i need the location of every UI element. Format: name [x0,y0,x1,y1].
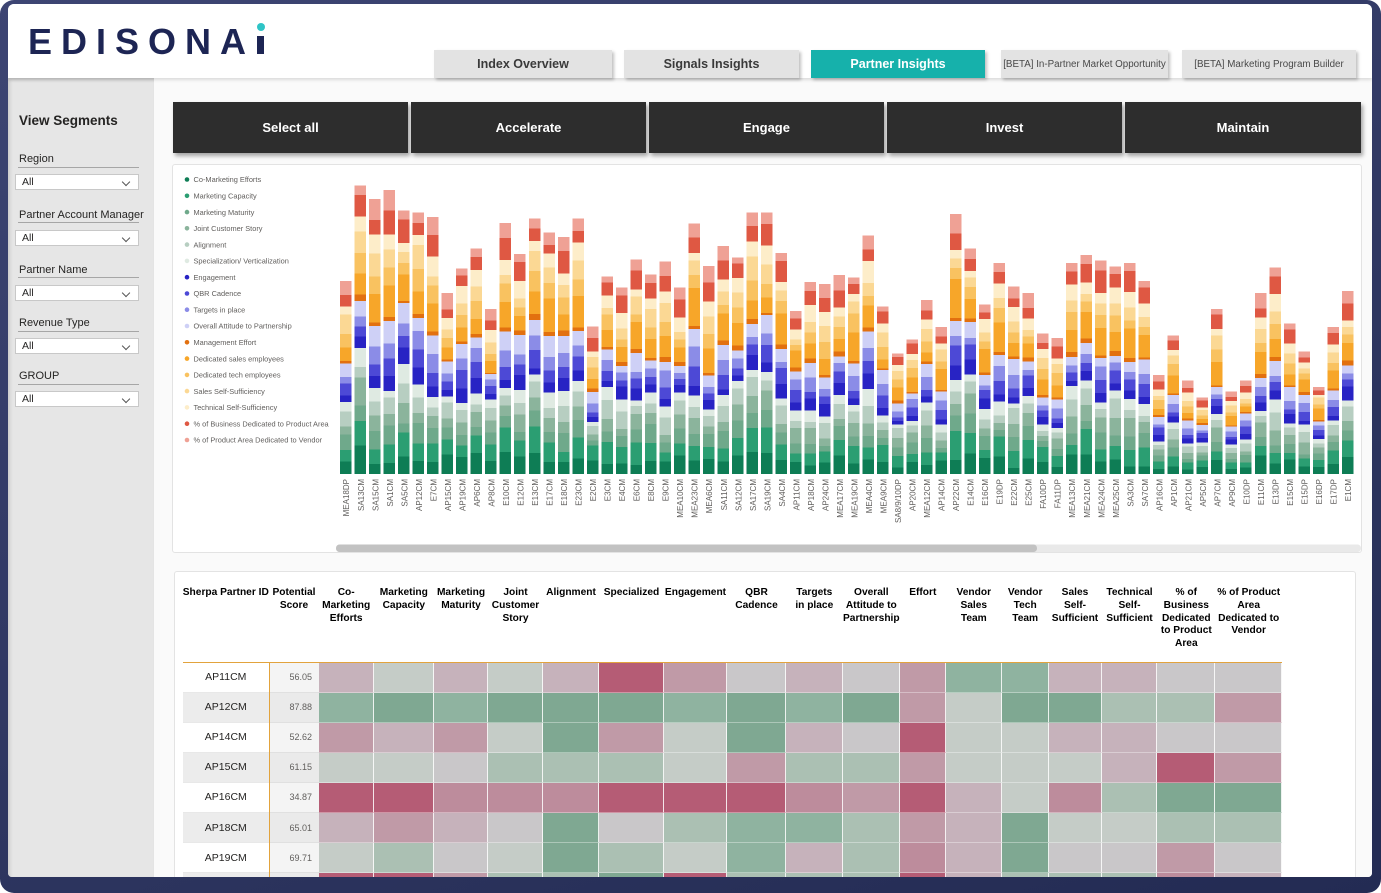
svg-text:SA12CM: SA12CM [734,479,743,511]
svg-text:Sales Self-Sufficiency: Sales Self-Sufficiency [194,387,266,396]
svg-text:E12CM: E12CM [517,479,526,506]
svg-text:E17DP: E17DP [1330,479,1339,504]
svg-text:Marketing Maturity: Marketing Maturity [194,208,255,217]
svg-text:Management Effort: Management Effort [194,338,257,347]
svg-text:AP21CM: AP21CM [1184,479,1193,511]
svg-text:SA5CM: SA5CM [400,479,409,507]
svg-text:MEA25CM: MEA25CM [1112,479,1121,518]
svg-text:E14CM: E14CM [967,479,976,506]
svg-text:E22CM: E22CM [1010,479,1019,506]
svg-text:SA8/9/10DP: SA8/9/10DP [894,479,903,523]
svg-text:E15CM: E15CM [1286,479,1295,506]
svg-text:E19DP: E19DP [996,479,1005,504]
svg-text:E17CM: E17CM [546,479,555,506]
svg-text:% of Business Dedicated to Pro: % of Business Dedicated to Product Area [194,419,330,428]
svg-text:MEA24CM: MEA24CM [1097,479,1106,518]
svg-text:AP9CM: AP9CM [1228,479,1237,507]
svg-text:MEA12CM: MEA12CM [923,479,932,518]
svg-text:E9CM: E9CM [662,479,671,502]
svg-text:E15DP: E15DP [1301,479,1310,504]
svg-text:AP15CM: AP15CM [444,479,453,511]
svg-text:AP18CM: AP18CM [807,479,816,511]
svg-text:MEA17CM: MEA17CM [836,479,845,518]
svg-text:AP11CM: AP11CM [792,479,801,511]
svg-text:Targets in place: Targets in place [194,305,246,314]
svg-text:E16CM: E16CM [981,479,990,506]
svg-text:AP16CM: AP16CM [1155,479,1164,511]
svg-text:AP19CM: AP19CM [458,479,467,511]
svg-text:AP14CM: AP14CM [938,479,947,511]
svg-text:E3CM: E3CM [604,479,613,502]
svg-text:MEA4CM: MEA4CM [865,479,874,514]
svg-text:% of Product Area Dedicated to: % of Product Area Dedicated to Vendor [194,436,323,445]
svg-text:MEA21CM: MEA21CM [1083,479,1092,518]
svg-text:E13CM: E13CM [531,479,540,506]
svg-text:Co-Marketing Efforts: Co-Marketing Efforts [194,175,262,184]
svg-text:E7CM: E7CM [429,479,438,502]
svg-text:Marketing Capacity: Marketing Capacity [194,192,258,201]
svg-text:E16DP: E16DP [1315,479,1324,504]
svg-text:MEA6CM: MEA6CM [705,479,714,514]
svg-text:SA17CM: SA17CM [749,479,758,511]
svg-text:E4CM: E4CM [618,479,627,502]
svg-text:AP12CM: AP12CM [415,479,424,511]
svg-text:Dedicated sales employees: Dedicated sales employees [194,354,285,363]
svg-text:Overall Attitude to Partnershi: Overall Attitude to Partnership [194,322,292,331]
svg-text:E18CM: E18CM [560,479,569,506]
svg-text:SA11CM: SA11CM [720,479,729,511]
svg-text:Dedicated tech employees: Dedicated tech employees [194,371,281,380]
svg-text:E1CM: E1CM [1344,479,1353,502]
svg-text:SA13CM: SA13CM [357,479,366,511]
svg-text:AP1CM: AP1CM [1170,479,1179,507]
svg-text:MEA10CM: MEA10CM [676,479,685,518]
svg-text:MEA13CM: MEA13CM [1068,479,1077,518]
svg-text:E10CM: E10CM [502,479,511,506]
svg-text:SA19CM: SA19CM [763,479,772,511]
svg-text:E11CM: E11CM [1257,479,1266,505]
svg-text:Specialization/ Verticalizatio: Specialization/ Verticalization [194,257,289,266]
svg-text:E2CM: E2CM [589,479,598,502]
svg-text:AP8CM: AP8CM [487,479,496,507]
svg-text:MEA9CM: MEA9CM [880,479,889,514]
svg-text:FA10DP: FA10DP [1039,479,1048,509]
svg-text:Engagement: Engagement [194,273,236,282]
svg-text:E8CM: E8CM [647,479,656,502]
svg-text:SA3CM: SA3CM [1126,479,1135,507]
svg-text:SA1CM: SA1CM [386,479,395,507]
svg-text:SA15CM: SA15CM [371,479,380,511]
svg-text:E25CM: E25CM [1025,479,1034,506]
svg-text:SA4CM: SA4CM [778,479,787,507]
svg-text:E10DP: E10DP [1243,479,1252,504]
svg-text:FA11DP: FA11DP [1054,479,1063,508]
svg-text:E13DP: E13DP [1272,479,1281,504]
svg-text:Technical Self-Sufficiency: Technical Self-Sufficiency [194,403,278,412]
svg-text:MEA23CM: MEA23CM [691,479,700,518]
svg-text:AP24CM: AP24CM [821,479,830,511]
svg-text:E6CM: E6CM [633,479,642,502]
svg-text:Joint Customer Story: Joint Customer Story [194,224,263,233]
svg-text:AP20CM: AP20CM [909,479,918,511]
svg-text:AP5CM: AP5CM [1199,479,1208,507]
svg-text:E23CM: E23CM [575,479,584,506]
svg-text:AP7CM: AP7CM [1213,479,1222,507]
svg-text:AP6CM: AP6CM [473,479,482,507]
svg-text:SA7CM: SA7CM [1141,479,1150,507]
svg-text:MEA18DP: MEA18DP [342,479,351,516]
svg-text:AP22CM: AP22CM [952,479,961,511]
svg-text:Alignment: Alignment [194,240,227,249]
svg-text:MEA19CM: MEA19CM [851,479,860,518]
svg-text:QBR Cadence: QBR Cadence [194,289,242,298]
